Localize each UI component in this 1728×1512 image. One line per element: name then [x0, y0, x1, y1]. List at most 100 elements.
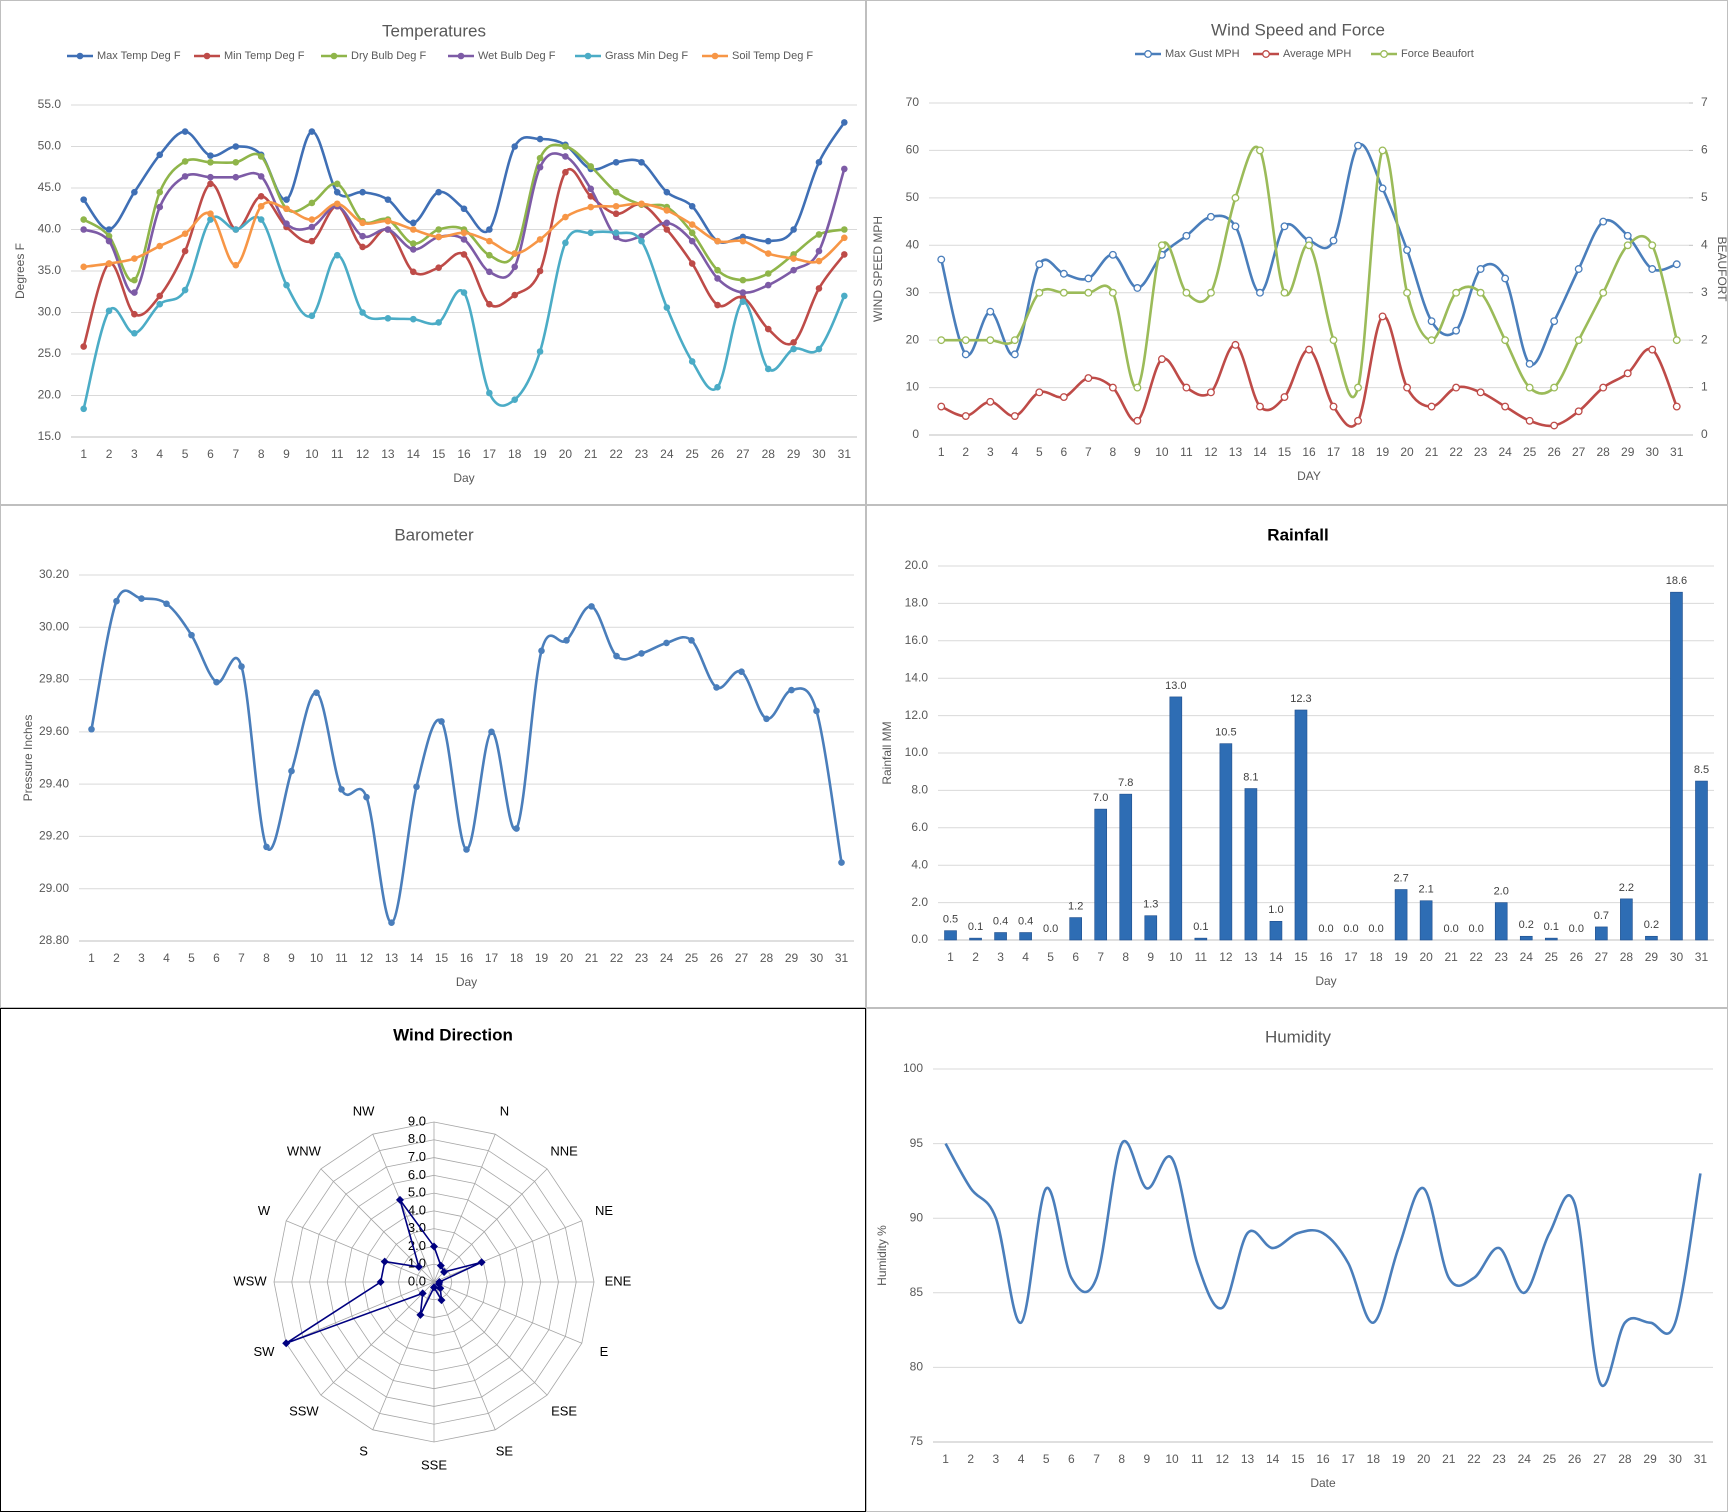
point	[688, 221, 696, 228]
x-tick-label: 17	[1341, 1452, 1355, 1466]
bar-label: 1.2	[1068, 900, 1083, 912]
category-label: SSW	[289, 1404, 319, 1419]
x-tick-label: 30	[812, 447, 826, 461]
point	[1108, 383, 1117, 392]
bar-label: 7.8	[1118, 777, 1133, 789]
point	[688, 358, 696, 365]
point	[1035, 288, 1044, 297]
category-label: S	[359, 1443, 368, 1458]
y-axis-title: Humidity %	[875, 1225, 889, 1286]
legend-marker	[203, 52, 211, 60]
y-tick-label: 40	[906, 237, 920, 251]
chart-panel: Wind Direction0.01.02.03.04.05.06.07.08.…	[0, 1008, 866, 1512]
y-tick-label: 29.00	[39, 881, 69, 895]
x-tick-label: 18	[508, 447, 522, 461]
point	[937, 336, 946, 345]
r-tick-label: 0.0	[408, 1273, 426, 1288]
point	[1501, 336, 1510, 345]
x-tick-label: 28	[762, 447, 776, 461]
point	[986, 307, 995, 316]
point	[460, 229, 468, 237]
point	[790, 226, 797, 233]
legend-marker	[457, 52, 465, 60]
point	[562, 143, 569, 150]
y2-axis-title: BEAUFORT	[1715, 236, 1728, 302]
x-tick-label: 10	[310, 951, 324, 965]
bar-label: 0.0	[1469, 923, 1484, 935]
point	[1427, 317, 1436, 326]
x-tick-label: 3	[131, 447, 138, 461]
bar	[1394, 889, 1408, 941]
bar-label: 0.1	[1544, 921, 1559, 933]
x-tick-label: 24	[1520, 950, 1534, 964]
x-tick-label: 8	[258, 447, 265, 461]
bar	[1094, 808, 1108, 941]
bar-label: 8.1	[1243, 771, 1258, 783]
x-tick-label: 12	[1219, 950, 1233, 964]
x-tick-label: 23	[635, 951, 649, 965]
series-line	[941, 145, 1679, 399]
point	[1280, 393, 1289, 402]
point	[838, 859, 845, 866]
point	[418, 1289, 427, 1298]
point	[511, 396, 519, 403]
point	[1427, 402, 1436, 411]
point	[961, 350, 970, 359]
y-tick-label: 30.20	[39, 567, 69, 581]
bar	[1144, 915, 1158, 941]
x-tick-label: 8	[1122, 950, 1129, 964]
spoke	[433, 1134, 496, 1283]
y-tick-label: 28.80	[39, 933, 69, 947]
series-line	[90, 589, 843, 925]
point	[688, 237, 696, 245]
point	[257, 153, 265, 160]
point	[961, 412, 970, 420]
y2-tick-label: 7	[1701, 95, 1708, 109]
x-tick-label: 24	[1498, 445, 1512, 459]
point	[1550, 421, 1559, 430]
point	[1452, 326, 1461, 335]
x-tick-label: 16	[1302, 445, 1316, 459]
point	[283, 281, 290, 289]
point	[1108, 250, 1117, 259]
x-tick-label: 11	[331, 447, 344, 461]
point	[1525, 383, 1534, 392]
point	[815, 345, 823, 353]
point	[333, 200, 341, 208]
point	[156, 300, 164, 308]
y2-tick-label: 0	[1701, 427, 1708, 441]
x-tick-label: 13	[1244, 950, 1258, 964]
x-tick-label: 7	[1093, 1452, 1100, 1466]
r-tick-label: 7.0	[408, 1149, 426, 1164]
point	[308, 199, 316, 207]
point	[739, 298, 747, 306]
point	[207, 210, 214, 218]
point	[688, 202, 696, 210]
bar	[1670, 591, 1683, 941]
point	[638, 237, 645, 245]
point	[232, 261, 240, 269]
point	[1648, 345, 1657, 354]
point	[1256, 402, 1264, 411]
point	[714, 266, 721, 274]
point	[815, 231, 823, 238]
point	[841, 292, 848, 300]
point	[612, 202, 620, 210]
point	[1206, 388, 1215, 397]
x-tick-label: 18	[1369, 950, 1383, 964]
point	[376, 1278, 385, 1286]
category-label: ENE	[605, 1273, 632, 1288]
point	[207, 173, 214, 181]
point	[588, 603, 595, 610]
point	[460, 251, 468, 258]
x-tick-label: 24	[660, 951, 674, 965]
x-tick-label: 4	[1011, 445, 1018, 459]
point	[437, 1296, 446, 1305]
bar-label: 1.0	[1268, 904, 1283, 916]
x-tick-label: 27	[1572, 445, 1586, 459]
point	[1623, 231, 1632, 240]
bar	[1494, 902, 1508, 941]
point	[1427, 336, 1436, 345]
point	[435, 233, 442, 241]
category-label: E	[600, 1344, 609, 1359]
